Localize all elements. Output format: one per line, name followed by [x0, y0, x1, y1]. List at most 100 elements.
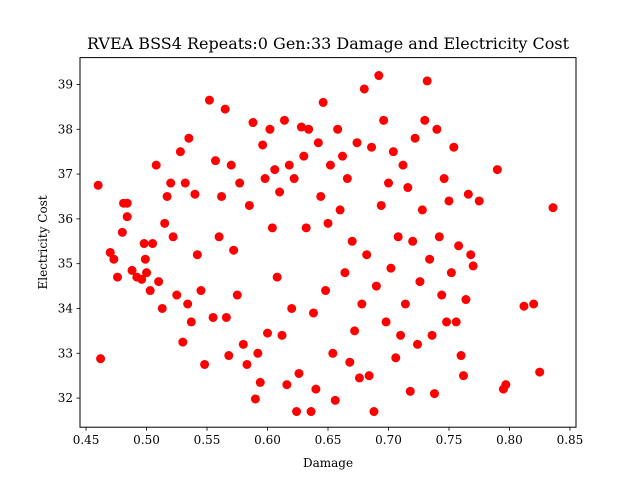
data-point: [151, 160, 161, 170]
data-point: [301, 223, 311, 233]
data-point: [386, 263, 396, 273]
data-point: [439, 174, 449, 184]
data-point: [374, 71, 384, 81]
data-point: [238, 339, 248, 349]
data-point: [140, 254, 150, 264]
data-point: [122, 212, 132, 222]
data-point: [451, 317, 461, 327]
data-point: [429, 389, 439, 399]
data-point: [396, 330, 406, 340]
data-point: [350, 326, 360, 336]
data-point: [342, 174, 352, 184]
data-points: [93, 71, 558, 417]
data-point: [347, 236, 357, 246]
data-point: [463, 189, 473, 199]
data-point: [263, 328, 273, 338]
y-tick-label: 33: [58, 346, 73, 360]
y-tick-label: 37: [58, 167, 73, 181]
y-tick-label: 38: [58, 122, 73, 136]
data-point: [180, 178, 190, 188]
data-point: [250, 394, 260, 404]
data-point: [172, 290, 182, 300]
data-point: [328, 348, 338, 358]
data-point: [405, 386, 415, 396]
data-point: [284, 160, 294, 170]
data-point: [272, 272, 282, 282]
data-point: [282, 380, 292, 390]
data-point: [267, 223, 277, 233]
data-point: [186, 317, 196, 327]
data-point: [242, 359, 252, 369]
data-point: [214, 232, 224, 242]
data-point: [335, 205, 345, 215]
data-point: [313, 138, 323, 148]
data-point: [403, 183, 413, 193]
data-point: [142, 268, 152, 278]
data-point: [289, 174, 299, 184]
data-point: [474, 196, 484, 206]
data-point: [117, 227, 127, 237]
data-point: [122, 198, 132, 208]
data-point: [166, 178, 176, 188]
data-point: [296, 122, 306, 132]
data-point: [376, 200, 386, 210]
y-tick-label: 34: [58, 301, 74, 315]
x-tick-label: 0.70: [375, 433, 402, 447]
data-point: [192, 250, 202, 260]
data-point: [371, 281, 381, 291]
data-point: [184, 133, 194, 143]
data-point: [408, 236, 418, 246]
data-point: [217, 191, 227, 201]
x-tick-label: 0.60: [254, 433, 281, 447]
data-point: [226, 160, 236, 170]
y-tick-label: 39: [58, 77, 73, 91]
data-point: [127, 265, 137, 275]
data-point: [379, 115, 389, 125]
data-point: [220, 104, 230, 114]
data-point: [357, 299, 367, 309]
data-point: [466, 250, 476, 260]
x-tick-label: 0.55: [194, 433, 221, 447]
data-point: [345, 357, 355, 367]
data-point: [529, 299, 539, 309]
data-point: [367, 142, 377, 152]
data-point: [442, 317, 452, 327]
data-point: [417, 205, 427, 215]
x-tick-label: 0.75: [436, 433, 463, 447]
data-point: [391, 353, 401, 363]
data-point: [354, 373, 364, 383]
data-point: [323, 218, 333, 228]
data-point: [383, 178, 393, 188]
data-point: [501, 380, 511, 390]
data-point: [388, 147, 398, 157]
data-point: [308, 308, 318, 318]
data-point: [145, 286, 155, 296]
data-point: [175, 147, 185, 157]
x-tick-label: 0.45: [73, 433, 100, 447]
data-point: [139, 239, 149, 249]
x-tick-label: 0.65: [315, 433, 342, 447]
data-point: [492, 165, 502, 175]
data-point: [279, 115, 289, 125]
data-point: [210, 156, 220, 166]
data-point: [265, 124, 275, 134]
data-point: [178, 337, 188, 347]
data-point: [190, 189, 200, 199]
data-point: [248, 118, 258, 128]
data-point: [456, 351, 466, 361]
x-tick-label: 0.50: [133, 433, 160, 447]
data-point: [287, 303, 297, 313]
data-point: [444, 196, 454, 206]
data-point: [292, 407, 302, 417]
data-point: [333, 124, 343, 134]
data-point: [427, 330, 437, 340]
data-point: [458, 371, 468, 381]
data-point: [232, 290, 242, 300]
data-point: [275, 187, 285, 197]
data-point: [437, 290, 447, 300]
data-point: [338, 151, 348, 161]
data-point: [454, 241, 464, 251]
data-point: [260, 174, 270, 184]
data-point: [362, 250, 372, 260]
data-point: [208, 312, 218, 322]
